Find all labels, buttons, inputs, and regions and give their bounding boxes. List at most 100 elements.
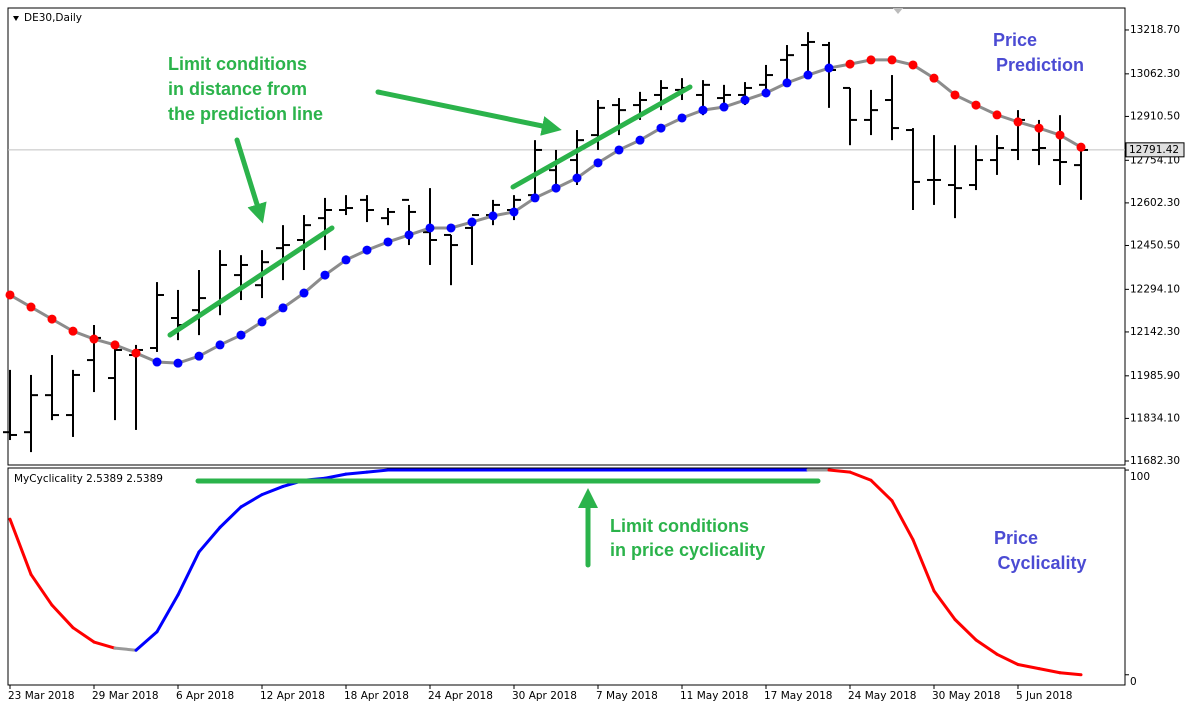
- prediction-dot: [572, 173, 582, 183]
- prediction-dot: [761, 88, 771, 98]
- x-tick-label: 17 May 2018: [764, 690, 832, 702]
- prediction-dot: [677, 113, 687, 123]
- current-price-box: [1125, 142, 1185, 158]
- prediction-dot: [635, 135, 645, 145]
- x-tick-label: 29 Mar 2018: [92, 690, 159, 702]
- cyclicality-segment: [869, 478, 894, 503]
- prediction-dot: [299, 288, 309, 298]
- prediction-dot: [467, 217, 477, 227]
- prediction-dot: [215, 340, 225, 350]
- cyclicality-segment: [848, 470, 873, 482]
- cyclicality-segment: [50, 603, 75, 630]
- prediction-dot: [950, 90, 960, 100]
- y-tick-label: 11985.90: [1130, 370, 1180, 382]
- prediction-dot: [530, 193, 540, 203]
- prediction-dot: [971, 100, 981, 110]
- prediction-dot: [845, 59, 855, 69]
- shift-marker: [893, 8, 903, 14]
- prediction-dot: [740, 95, 750, 105]
- cyclicality-segment: [365, 468, 390, 474]
- x-tick-label: 24 May 2018: [848, 690, 916, 702]
- y-tick-label: 12450.50: [1130, 239, 1180, 251]
- prediction-dot: [110, 340, 120, 350]
- annotation-text: in price cyclicality: [610, 540, 765, 560]
- cyclicality-segment: [1016, 663, 1041, 671]
- cyclicality-segment: [176, 550, 201, 597]
- symbol-title: DE30,Daily: [24, 12, 82, 24]
- cyclicality-segment: [8, 517, 33, 576]
- x-tick-label: 30 Apr 2018: [512, 690, 577, 702]
- prediction-dot: [1076, 142, 1086, 152]
- annotation-text: the prediction line: [168, 104, 323, 124]
- y-tick-label: 11834.10: [1130, 412, 1180, 424]
- main-panel: [7, 7, 1126, 466]
- x-tick-label: 11 May 2018: [680, 690, 748, 702]
- prediction-dot: [656, 123, 666, 133]
- annotation-text: Prediction: [996, 55, 1084, 75]
- y-tick-label: 13062.30: [1130, 68, 1180, 80]
- x-tick-label: 5 Jun 2018: [1016, 690, 1072, 702]
- cyclicality-segment: [71, 626, 96, 644]
- prediction-dot: [1055, 130, 1065, 140]
- prediction-dot: [488, 211, 498, 221]
- prediction-dot: [908, 60, 918, 70]
- annotation-text: Cyclicality: [997, 553, 1086, 573]
- prediction-dot: [929, 73, 939, 83]
- cyclicality-segment: [323, 472, 348, 480]
- current-price-label: 12791.42: [1129, 144, 1179, 156]
- cyclicality-segment: [1037, 667, 1062, 675]
- annotation-text: Price: [994, 528, 1038, 548]
- indicator-title: MyCyclicality 2.5389 2.5389: [14, 473, 163, 485]
- prediction-dot: [1013, 117, 1023, 127]
- prediction-dot: [404, 230, 414, 240]
- prediction-dot: [131, 348, 141, 358]
- prediction-dot: [89, 334, 99, 344]
- prediction-dot: [383, 237, 393, 247]
- y-tick-label: 12142.30: [1130, 326, 1180, 338]
- prediction-dot: [698, 105, 708, 115]
- y-tick-label: 12602.30: [1130, 197, 1180, 209]
- x-tick-label: 6 Apr 2018: [176, 690, 234, 702]
- annotation-text: Price: [993, 30, 1037, 50]
- cyclicality-segment: [974, 638, 999, 656]
- prediction-dot: [551, 183, 561, 193]
- annotation-text: Limit conditions: [610, 516, 749, 536]
- indicator-panel: [7, 467, 1126, 686]
- x-tick-label: 18 Apr 2018: [344, 690, 409, 702]
- prediction-dot: [782, 78, 792, 88]
- symbol-menu: [13, 16, 19, 21]
- prediction-dot: [824, 63, 834, 73]
- annotation-text: in distance from: [168, 79, 307, 99]
- prediction-dot: [803, 70, 813, 80]
- prediction-dot: [278, 303, 288, 313]
- cyclicality-segment: [911, 538, 936, 593]
- y-tick-label: 0: [1130, 676, 1137, 688]
- prediction-dot: [887, 55, 897, 65]
- prediction-dot: [68, 326, 78, 336]
- x-tick-label: 7 May 2018: [596, 690, 658, 702]
- prediction-dot: [719, 102, 729, 112]
- x-tick-label: 23 Mar 2018: [8, 690, 75, 702]
- annotation-arrows: [167, 84, 821, 568]
- prediction-dot: [320, 270, 330, 280]
- prediction-dot: [866, 55, 876, 65]
- annotation-text: Limit conditions: [168, 54, 307, 74]
- cyclicality-segment: [827, 468, 852, 474]
- prediction-dot: [446, 223, 456, 233]
- cyclicality-segment: [197, 525, 222, 554]
- prediction-dot: [614, 145, 624, 155]
- prediction-dot: [992, 110, 1002, 120]
- y-tick-label: 11682.30: [1130, 455, 1180, 467]
- prediction-dot: [194, 351, 204, 361]
- prediction-dot: [509, 207, 519, 217]
- prediction-dot: [47, 314, 57, 324]
- cyclicality-segment: [218, 505, 243, 529]
- x-tick-label: 24 Apr 2018: [428, 690, 493, 702]
- cyclicality-segment: [113, 646, 138, 652]
- prediction-dot: [236, 330, 246, 340]
- y-tick-label: 12910.50: [1130, 110, 1180, 122]
- y-tick-label: 100: [1130, 471, 1150, 483]
- cyclicality-segment: [239, 493, 264, 509]
- x-tick-label: 30 May 2018: [932, 690, 1000, 702]
